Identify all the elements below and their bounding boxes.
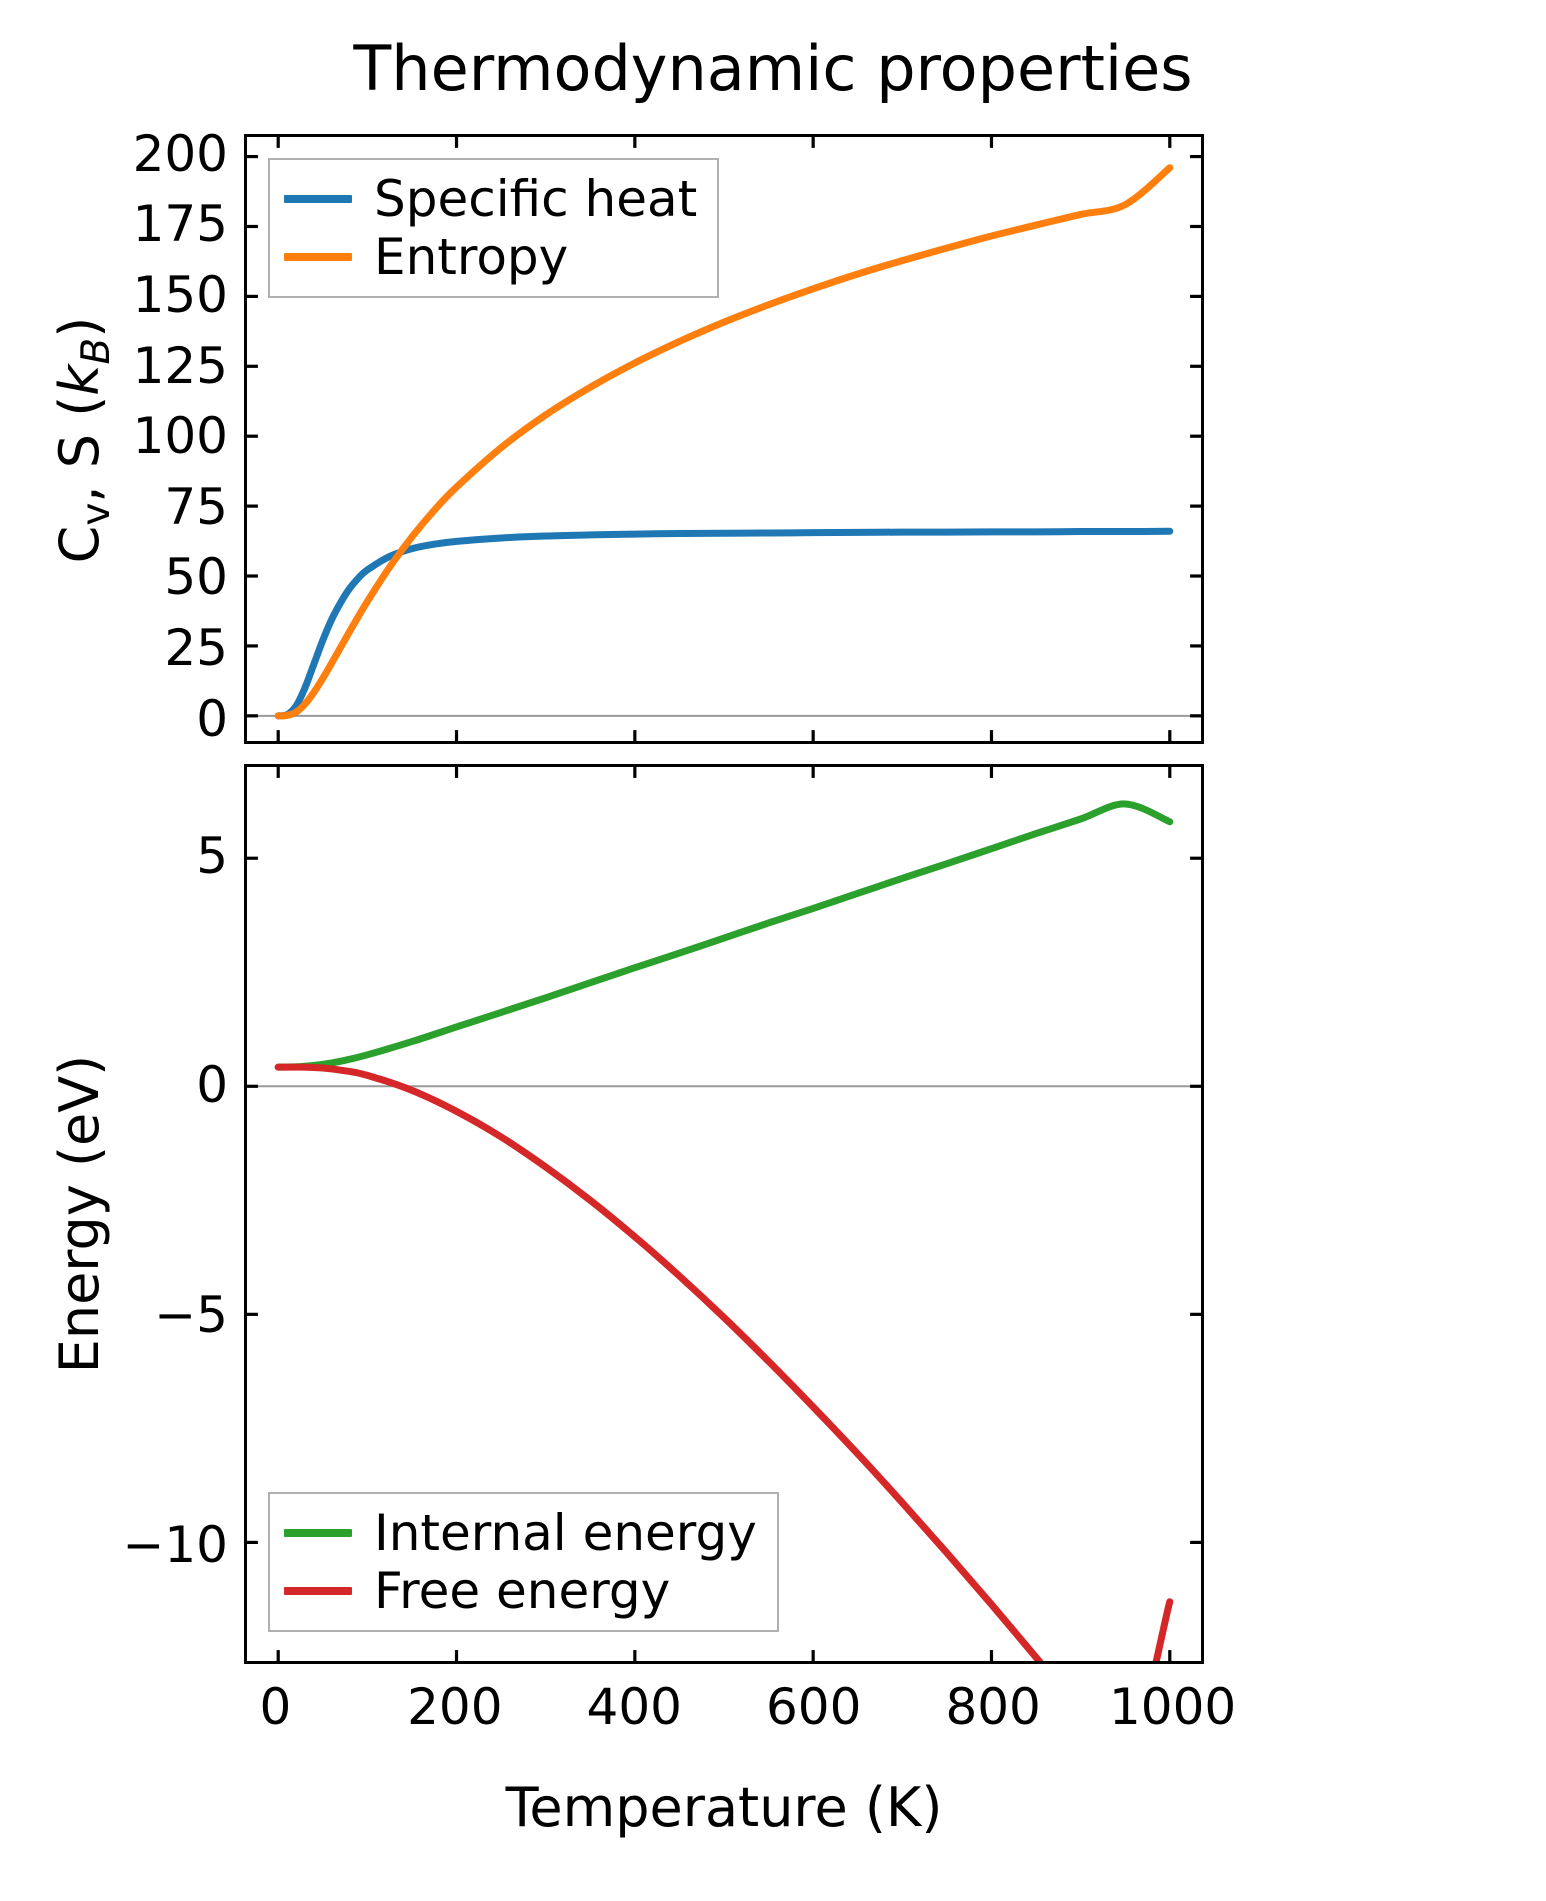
ylabel-cv-letter: C [48,525,111,564]
ytick-label: 0 [196,1056,228,1115]
bottom-panel-plot-area [247,767,1201,1661]
ytick-label: 50 [164,548,228,607]
xtick-labels: 0 200 400 600 800 1000 [244,1678,1236,1748]
xtick-label: 0 [259,1678,292,1736]
ytick-label: 0 [196,689,228,748]
ytick-label: −10 [122,1515,228,1574]
series-line-free-energy [278,1067,1170,1661]
series-line-specific-heat [278,531,1170,716]
figure-xlabel: Temperature (K) [505,1776,943,1839]
series-line-entropy [278,168,1170,716]
xtick-label: 800 [945,1678,1041,1736]
ylabel-mid: , S ( [48,395,111,503]
legend-entry[interactable]: Specific heat [284,170,697,228]
top-panel-legend: Specific heat Entropy [268,158,720,298]
xtick-label: 600 [766,1678,862,1736]
legend-entry[interactable]: Internal energy [284,1504,757,1562]
ylabel-k-sub: B [73,337,119,365]
ytick-label: 100 [132,407,228,466]
legend-label: Specific heat [374,170,698,228]
series-line-internal-energy [278,804,1170,1067]
legend-label: Entropy [374,228,569,286]
legend-color-swatch [284,1529,352,1537]
bottom-panel-legend: Internal energy Free energy [268,1492,779,1632]
ytick-label: 175 [132,195,228,254]
legend-label: Free energy [374,1562,671,1620]
legend-label: Internal energy [374,1504,757,1562]
figure-title: Thermodynamic properties [353,32,1193,105]
top-panel-ytick-labels: 0 25 50 75 100 125 150 175 200 [0,125,228,748]
xtick-label: 200 [407,1678,503,1736]
top-panel-plot-area [247,137,1201,741]
legend-entry[interactable]: Entropy [284,228,697,286]
ytick-label: 75 [164,477,228,536]
ylabel-k-letter: k [48,364,111,396]
xtick-label: 400 [586,1678,682,1736]
ytick-label: 25 [164,618,228,677]
bottom-panel-ylabel: Energy (eV) [48,1054,111,1374]
ytick-label: 200 [132,124,228,183]
ytick-label: 125 [132,336,228,395]
ylabel-cv-sub: v [73,502,119,526]
legend-color-swatch [284,1587,352,1595]
ytick-label: 5 [196,826,228,885]
ytick-label: −5 [154,1286,228,1345]
legend-entry[interactable]: Free energy [284,1562,757,1620]
top-panel-ylabel: Cv, S (kB) [48,190,119,690]
legend-color-swatch [284,253,352,261]
xtick-label: 1000 [1108,1678,1237,1736]
ytick-label: 150 [132,265,228,324]
legend-color-swatch [284,195,352,203]
ylabel-suffix: ) [48,316,111,338]
bottom-panel-ytick-labels: −10 −5 0 5 [0,764,228,1664]
